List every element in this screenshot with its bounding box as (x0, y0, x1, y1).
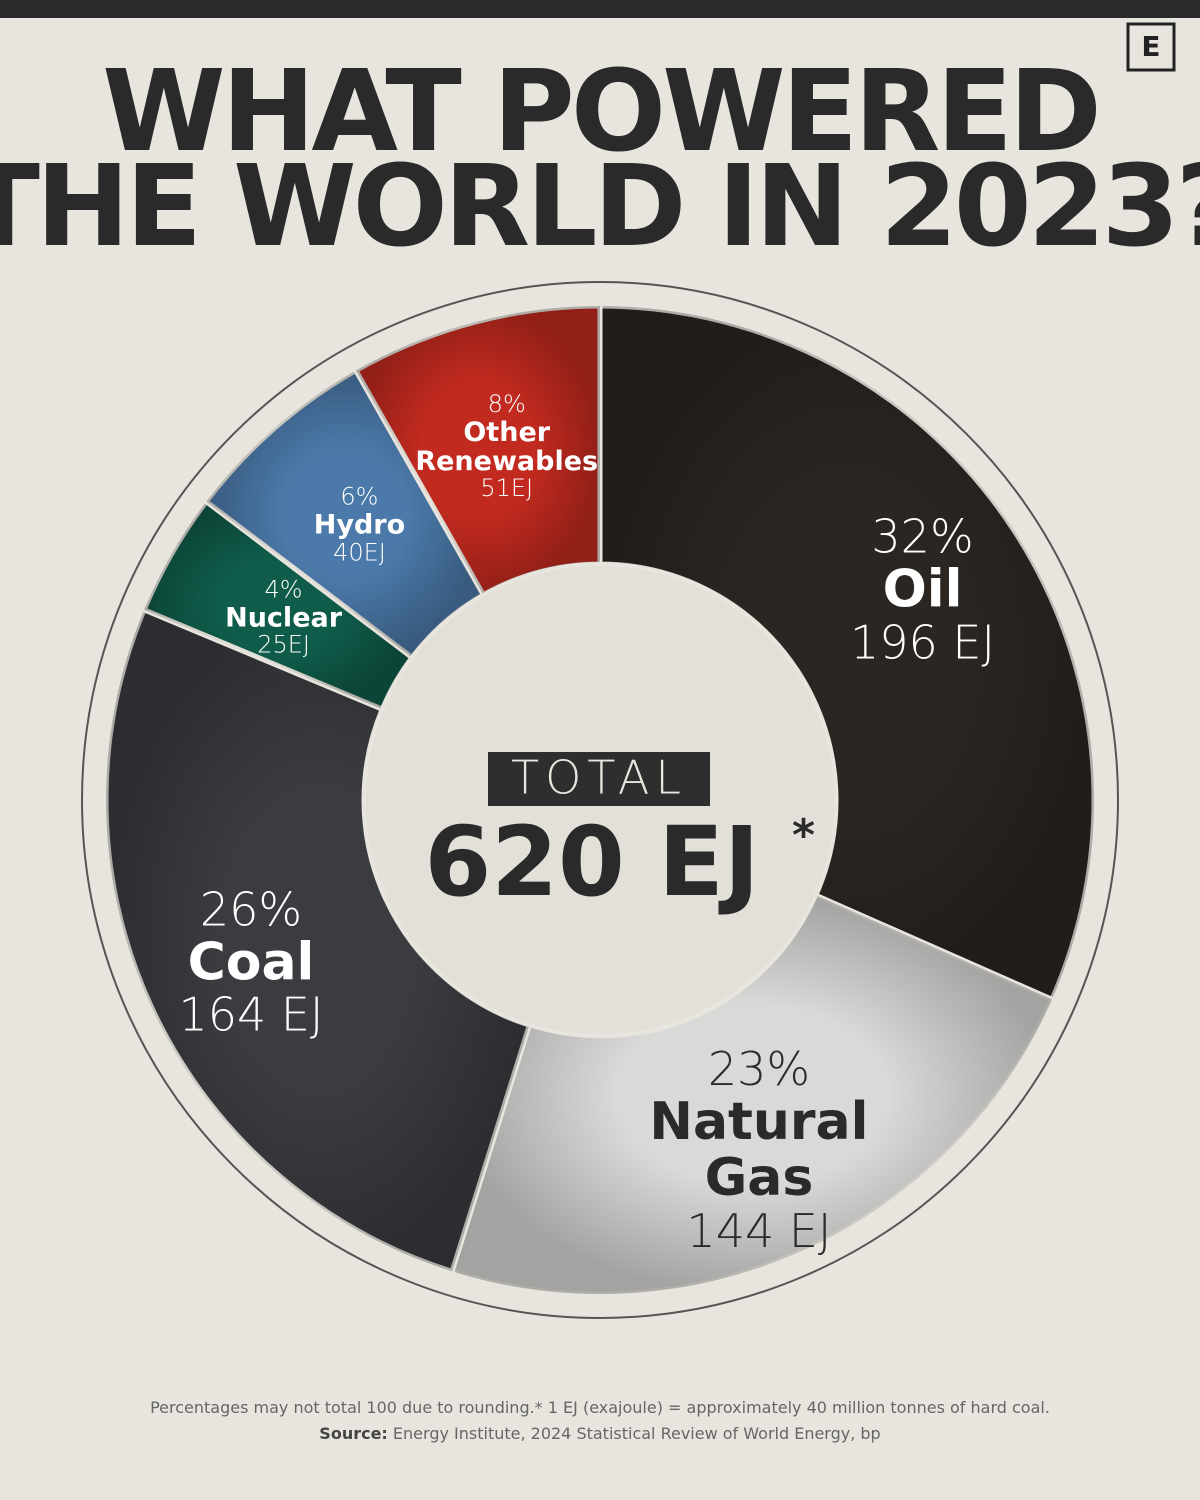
value-label: 51EJ (480, 474, 534, 503)
footnote: Percentages may not total 100 due to rou… (150, 1398, 1050, 1417)
slice-label: 23% Natural Gas 144 EJ (589, 1041, 929, 1258)
top-bar (0, 0, 1200, 18)
category-label: Hydro (313, 509, 406, 541)
slice-label: 4% Nuclear 25EJ (189, 575, 379, 659)
source-label: Source: (319, 1424, 388, 1443)
category-label: Coal (187, 932, 315, 993)
category-label: Oil (882, 559, 963, 620)
logo-box (1126, 22, 1176, 72)
outer-ring (81, 281, 1119, 1319)
total-box (488, 752, 710, 806)
slice-label: 26% Coal 164 EJ (81, 881, 421, 1042)
value-label: 164 EJ (178, 987, 324, 1042)
percent-label: 6% (340, 482, 379, 511)
percent-label: 26% (199, 881, 303, 936)
slice-label: 8% Other Renewables 51EJ (412, 390, 602, 503)
category-label: Other Renewables (415, 416, 599, 478)
percent-label: 32% (871, 509, 974, 564)
total: 620 EJ (424, 806, 759, 918)
title-line: WHAT POWERED (102, 47, 1098, 177)
percent-label: 8% (487, 390, 526, 419)
logo: E (1141, 30, 1160, 63)
source: Energy Institute, 2024 Statistical Revie… (392, 1424, 881, 1443)
value-label: 196 EJ (850, 614, 996, 669)
value-label: 144 EJ (686, 1203, 832, 1258)
total-note: * (792, 810, 815, 861)
title-line: THE WORLD IN 2023? (0, 142, 1200, 272)
category-label: Nuclear (225, 602, 343, 634)
center-label: TOTAL (511, 751, 687, 805)
percent-label: 4% (264, 575, 303, 604)
category-label: Natural Gas (649, 1092, 869, 1209)
source-line: Source: Energy Institute, 2024 Statistic… (0, 1424, 1200, 1443)
slice-label: 6% Hydro 40EJ (264, 482, 454, 567)
value-label: 40EJ (333, 538, 386, 567)
percent-label: 23% (707, 1041, 811, 1096)
slice-label: 32% Oil 196 EJ (753, 509, 1093, 669)
value-label: 25EJ (257, 630, 310, 659)
